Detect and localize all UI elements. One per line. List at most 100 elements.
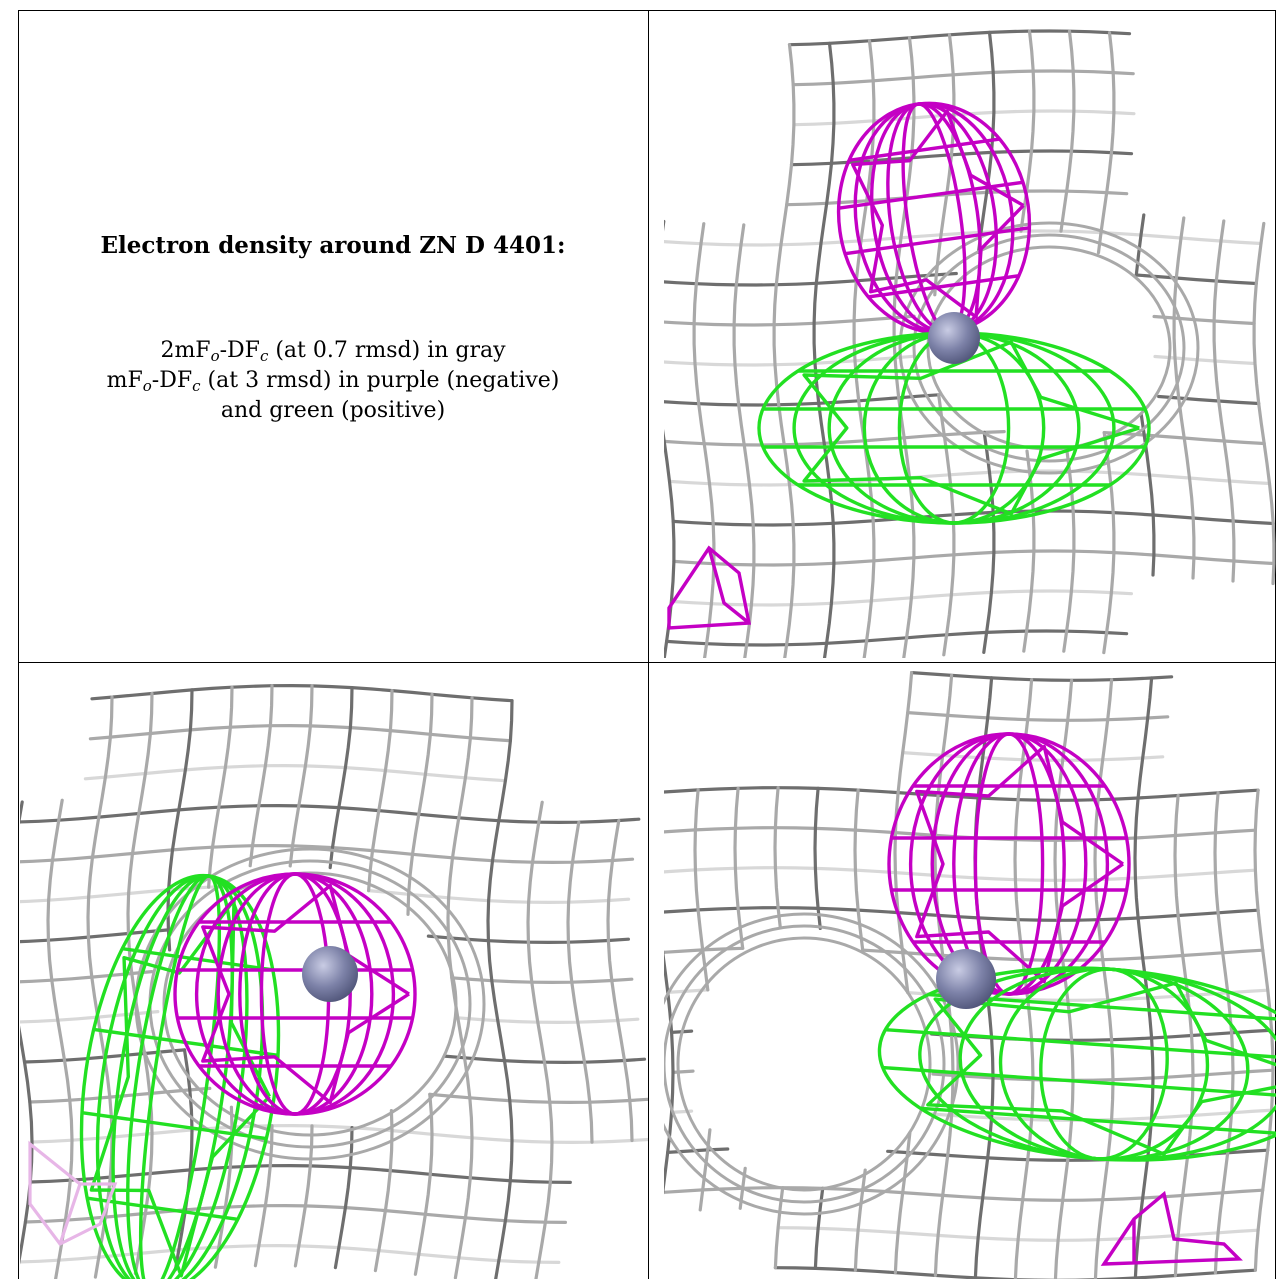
cage-parallel xyxy=(848,137,1000,162)
hole-rim xyxy=(664,924,946,1204)
mesh-row xyxy=(792,109,1136,127)
cage-meridian xyxy=(887,732,1131,996)
mesh-column xyxy=(1173,793,1195,1278)
cage-facets xyxy=(926,981,1276,1156)
mesh-row xyxy=(22,1048,647,1065)
cage-meridian xyxy=(138,874,222,1279)
mesh-row xyxy=(20,843,635,865)
cage-facets xyxy=(201,883,410,1105)
mesh-row xyxy=(28,1163,572,1184)
hole-rim xyxy=(676,936,932,1192)
mesh-row xyxy=(672,549,1276,567)
mesh-column xyxy=(1213,791,1235,1275)
mesh-row xyxy=(669,589,1133,607)
hole-rim xyxy=(898,221,1200,475)
table-left-rule xyxy=(18,10,19,1279)
cage-meridian xyxy=(173,872,417,1116)
table-middle-rule xyxy=(18,662,1275,663)
mesh-column xyxy=(486,699,514,1279)
caption-line-1: 2mFo-DFc (at 0.7 rmsd) in gray xyxy=(160,338,506,365)
mesh-column xyxy=(328,686,354,1270)
mesh-row xyxy=(664,786,1260,802)
mesh-column xyxy=(664,949,675,1195)
mesh-column xyxy=(166,688,194,1272)
cage-facets xyxy=(89,898,271,1278)
mesh-column xyxy=(772,43,796,658)
hole-rim xyxy=(162,871,458,1137)
mesh-row xyxy=(910,671,1174,682)
mesh-row xyxy=(671,1068,1275,1082)
mesh-row xyxy=(787,29,1132,47)
cage-meridian xyxy=(908,732,1110,996)
cage-parallel xyxy=(86,1196,238,1222)
view-top-right xyxy=(664,18,1276,658)
caption-cell: Electron density around ZN D 4401: 2mFo-… xyxy=(18,18,648,658)
mesh-column xyxy=(46,798,74,1279)
cage-meridian xyxy=(1039,967,1169,1161)
mesh-row xyxy=(664,271,1258,287)
mesh-row xyxy=(671,509,1275,527)
mesh-column xyxy=(446,696,474,1279)
negative-density-purple xyxy=(887,732,1131,996)
small-purple-fragment xyxy=(1100,1190,1243,1266)
mesh-column xyxy=(852,39,876,658)
small-purple-fragment xyxy=(667,545,752,630)
mesh-column xyxy=(86,695,114,1279)
mesh-column xyxy=(733,786,747,1210)
mesh-row xyxy=(90,683,514,703)
mesh-column xyxy=(1253,788,1275,1272)
hole-rim xyxy=(926,245,1172,451)
mesh-column xyxy=(288,684,314,1268)
mesh-column xyxy=(1096,31,1116,655)
mesh-column xyxy=(606,818,634,1143)
positive-density-green xyxy=(877,966,1276,1162)
mesh-column xyxy=(1093,678,1115,1279)
mesh-column xyxy=(773,786,785,1270)
cage-facets xyxy=(915,744,1124,984)
cage-parallel xyxy=(920,1106,1276,1136)
cage-facets xyxy=(802,340,1140,516)
mesh-row xyxy=(20,803,641,825)
caption-line-2: mFo-DFc (at 3 rmsd) in purple (negative) xyxy=(106,368,560,395)
cage-meridian xyxy=(973,732,1045,996)
mesh-column xyxy=(1134,213,1156,577)
table-center-rule xyxy=(648,10,649,1279)
mesh-row xyxy=(906,711,1170,722)
zinc-atom xyxy=(302,946,358,1002)
table-top-rule xyxy=(18,10,1275,11)
mesh-column xyxy=(693,788,712,1212)
cage-meridian xyxy=(877,966,1276,1162)
zinc-atom xyxy=(936,949,996,1009)
view-bottom-left xyxy=(20,664,648,1279)
hole-rim xyxy=(134,847,486,1161)
mesh-column xyxy=(1059,29,1076,653)
view-bottom-right xyxy=(664,664,1276,1279)
mesh-row xyxy=(20,1010,640,1025)
mesh-column xyxy=(367,689,394,1273)
mesh-column xyxy=(406,692,434,1276)
mesh-row xyxy=(83,763,507,783)
cage-parallel xyxy=(122,946,274,972)
mesh-column xyxy=(1252,221,1276,586)
mesh-column xyxy=(20,800,34,1265)
mesh-column xyxy=(1172,216,1196,580)
mesh-column xyxy=(732,223,756,658)
cage-facets xyxy=(851,109,1025,319)
mesh-column xyxy=(1212,219,1236,583)
mesh-row xyxy=(28,1086,648,1105)
mesh-column xyxy=(812,41,836,658)
cage-parallel xyxy=(868,274,1020,299)
mesh-column xyxy=(813,786,825,1270)
density-mesh-view-3 xyxy=(664,671,1276,1279)
mesh-column xyxy=(664,219,676,658)
mesh-column xyxy=(853,788,867,1272)
hole-rim xyxy=(912,233,1186,463)
mesh-column xyxy=(526,800,554,1279)
mesh-row xyxy=(30,1123,648,1145)
mesh-row xyxy=(664,866,1257,882)
mesh-row xyxy=(667,469,1272,487)
caption-line-3: and green (positive) xyxy=(220,398,446,423)
mesh-column xyxy=(248,684,274,1268)
hole-rim xyxy=(664,912,960,1216)
